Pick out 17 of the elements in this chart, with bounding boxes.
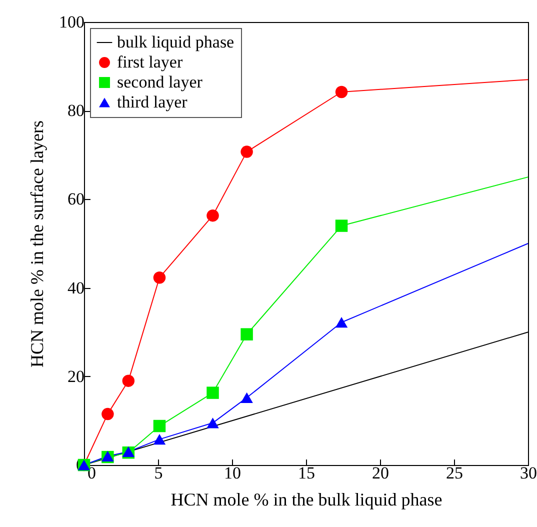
legend-label: third layer — [117, 92, 188, 112]
legend-label: first layer — [117, 52, 183, 72]
y-tick-label: 80 — [68, 101, 84, 120]
x-tick-label: 5 — [154, 464, 163, 482]
x-tick-label: 10 — [224, 464, 241, 482]
y-tick-label: 20 — [68, 366, 84, 386]
x-axis-title: HCN mole % in the bulk liquid phase — [170, 490, 442, 510]
legend-label: second layer — [117, 72, 203, 92]
x-tick-label: 15 — [298, 464, 315, 482]
legend-label: bulk liquid phase — [117, 32, 234, 52]
x-tick-label: 25 — [446, 464, 463, 482]
y-axis-title: HCN mole % in the surface layers — [27, 120, 47, 368]
x-tick-label: 20 — [372, 464, 389, 482]
x-tick-label: 30 — [520, 464, 537, 482]
y-tick-label: 40 — [68, 278, 84, 298]
y-tick-label: 100 — [59, 12, 84, 32]
y-tick-label: 60 — [68, 190, 84, 209]
